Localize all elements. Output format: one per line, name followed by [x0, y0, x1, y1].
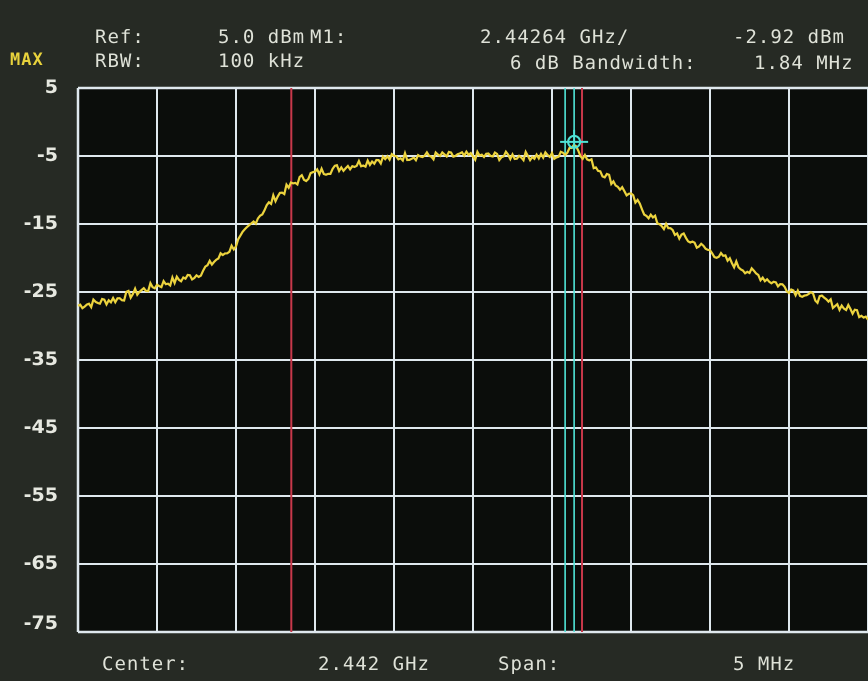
y-tick-label: -75 — [23, 612, 58, 634]
y-tick-label: -35 — [23, 348, 58, 370]
mode-indicator: MAX — [10, 50, 44, 70]
span-label: Span: — [498, 653, 561, 675]
y-tick-label: 5 — [44, 76, 58, 98]
y-tick-label: -15 — [23, 212, 58, 234]
marker-level: -2.92 dBm — [733, 26, 845, 48]
center-label: Center: — [102, 653, 190, 675]
span-value: 5 MHz — [733, 653, 796, 675]
y-tick-label: -25 — [23, 280, 58, 302]
y-tick-label: -45 — [23, 416, 58, 438]
bandwidth-markers — [290, 88, 584, 632]
rbw-value: 100 kHz — [218, 50, 306, 72]
rbw-label: RBW: — [95, 50, 145, 72]
y-tick-label: -65 — [23, 552, 58, 574]
center-value: 2.442 GHz — [318, 653, 430, 675]
marker-label: M1: — [310, 26, 348, 48]
spectrum-trace — [77, 143, 868, 321]
bandwidth-label: 6 dB Bandwidth: — [510, 52, 697, 74]
marker-frequency: 2.44264 GHz/ — [480, 26, 630, 48]
ref-label: Ref: — [95, 26, 145, 48]
y-tick-label: -5 — [36, 144, 58, 166]
marker-m1-icon — [560, 129, 589, 154]
grid — [76, 86, 868, 634]
bandwidth-value: 1.84 MHz — [754, 52, 854, 74]
ref-value: 5.0 dBm — [218, 26, 306, 48]
y-tick-label: -55 — [23, 484, 58, 506]
